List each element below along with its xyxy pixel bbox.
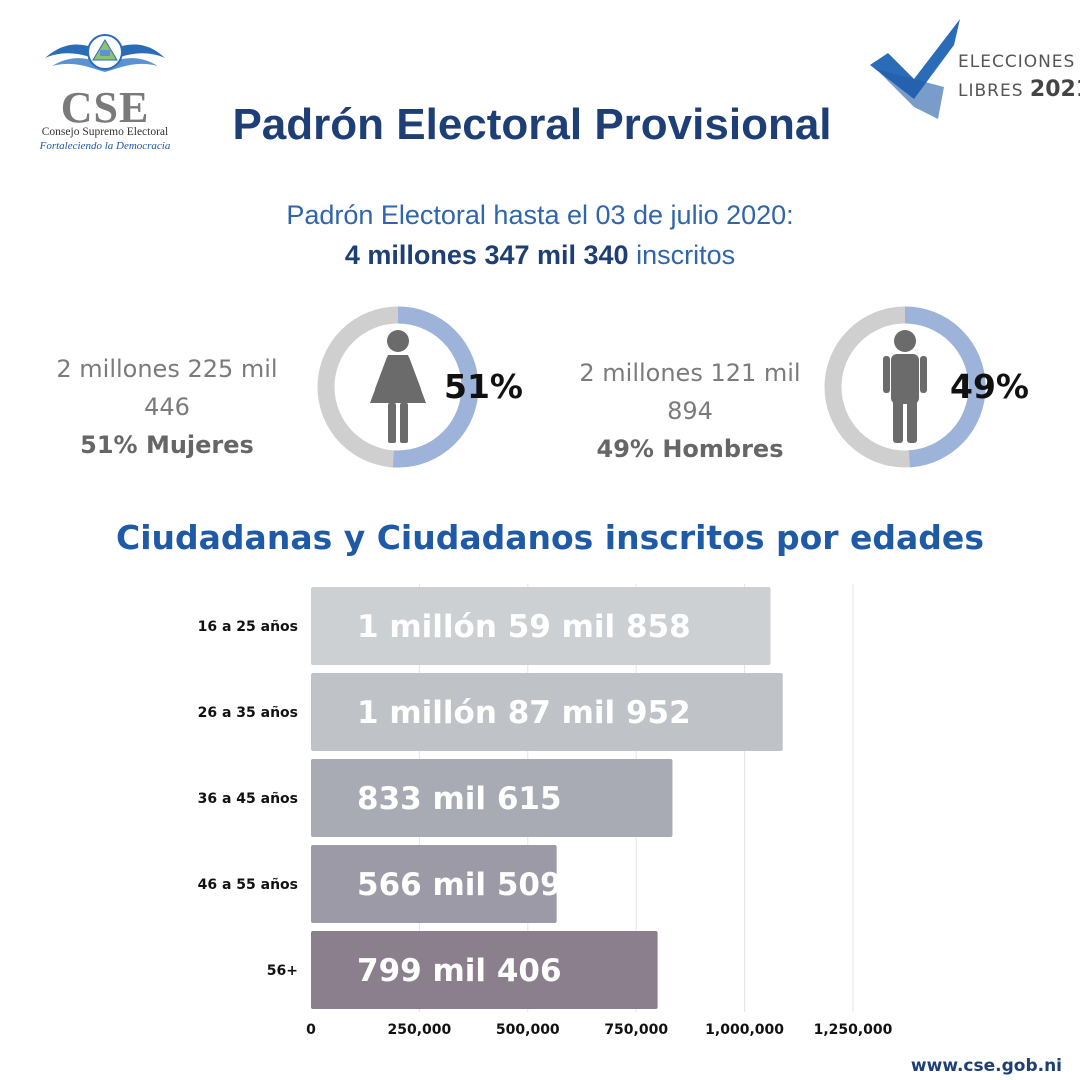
data-label: 799 mil 406: [357, 953, 562, 989]
category-label: 46 a 55 años: [198, 877, 298, 893]
men-label: 49% Hombres: [596, 435, 784, 463]
subtitle-line2: 4 millones 347 mil 340 inscritos: [0, 235, 1080, 275]
x-tick-label: 250,000: [388, 1022, 452, 1038]
men-percent: 49%: [950, 367, 1029, 406]
year-text: 2021: [1029, 77, 1080, 102]
donut-arc: [317, 306, 479, 468]
women-label: 51% Mujeres: [80, 431, 254, 459]
website-url: www.cse.gob.ni: [910, 1056, 1062, 1076]
women-stats: 2 millones 225 mil 446 51% Mujeres: [32, 350, 302, 464]
women-count-line2: 446: [144, 393, 190, 421]
men-count-line1: 2 millones 121 mil: [579, 359, 801, 387]
total-registered: 4 millones 347 mil 340: [344, 240, 629, 270]
bar: [311, 931, 658, 1009]
x-tick-label: 750,000: [604, 1022, 668, 1038]
bar: [311, 587, 771, 665]
woman-icon: [370, 330, 426, 443]
bar: [311, 759, 673, 837]
cse-logo: CSE Consejo Supremo Electoral Fortalecie…: [30, 22, 190, 157]
category-label: 36 a 45 años: [198, 791, 298, 807]
libres-word: LIBRES: [958, 81, 1024, 101]
cse-letters: CSE: [60, 83, 150, 132]
subtitle-line1: Padrón Electoral hasta el 03 de julio 20…: [286, 200, 794, 230]
women-percent: 51%: [444, 367, 523, 406]
men-count-line2: 894: [667, 397, 713, 425]
cse-name: Consejo Supremo Electoral: [41, 126, 169, 138]
donut-arc: [824, 306, 986, 468]
elecciones-logo: ELECCIONES LIBRES 2021: [862, 15, 1080, 125]
x-tick-label: 1,000,000: [705, 1022, 784, 1038]
cse-motto: Fortaleciendo la Democracia: [39, 140, 171, 152]
x-tick-label: 1,250,000: [814, 1022, 893, 1038]
elecciones-word: ELECCIONES: [958, 52, 1076, 72]
subtitle: Padrón Electoral hasta el 03 de julio 20…: [0, 195, 1080, 275]
data-label: 1 millón 87 mil 952: [357, 695, 691, 731]
data-label: 1 millón 59 mil 858: [357, 609, 691, 645]
checkmark-icon: [870, 19, 960, 119]
data-label: 566 mil 509: [357, 867, 562, 903]
page-title: Padrón Electoral Provisional: [232, 100, 832, 149]
category-label: 16 a 25 años: [198, 619, 298, 635]
bar: [311, 673, 783, 751]
men-donut: [824, 306, 986, 468]
category-label: 26 a 35 años: [198, 705, 298, 721]
category-label: 56+: [267, 963, 298, 979]
man-icon: [883, 330, 927, 443]
men-stats: 2 millones 121 mil 894 49% Hombres: [560, 354, 820, 468]
libres-line: LIBRES 2021: [958, 77, 1080, 102]
bar: [311, 845, 557, 923]
data-label: 833 mil 615: [357, 781, 562, 817]
cse-emblem-icon: [45, 34, 165, 72]
x-tick-label: 500,000: [496, 1022, 560, 1038]
women-donut: [317, 306, 479, 468]
subtitle-suffix: inscritos: [636, 240, 736, 270]
section-title: Ciudadanas y Ciudadanos inscritos por ed…: [116, 518, 984, 557]
age-bar-chart: 16 a 25 años 1 millón 59 mil 858 26 a 35 a…: [198, 584, 893, 1038]
women-count-line1: 2 millones 225 mil: [56, 355, 278, 383]
x-tick-label: 0: [306, 1022, 316, 1038]
